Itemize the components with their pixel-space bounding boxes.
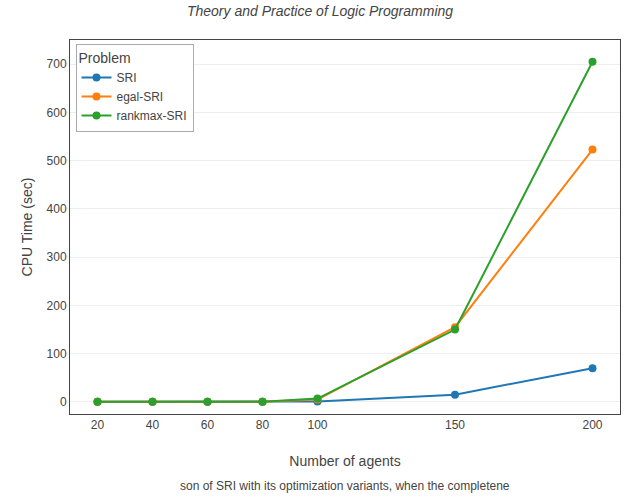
svg-text:40: 40	[146, 418, 160, 432]
svg-text:0: 0	[60, 395, 67, 409]
svg-text:rankmax-SRI: rankmax-SRI	[117, 109, 187, 123]
svg-text:600: 600	[47, 106, 67, 120]
svg-text:20: 20	[91, 418, 105, 432]
svg-text:700: 700	[47, 57, 67, 71]
svg-text:Problem: Problem	[79, 50, 131, 66]
svg-text:500: 500	[47, 154, 67, 168]
svg-text:200: 200	[582, 418, 602, 432]
svg-text:Theory and Practice of Logic P: Theory and Practice of Logic Programming	[187, 3, 453, 19]
svg-text:egal-SRI: egal-SRI	[117, 90, 164, 104]
svg-text:Number of agents: Number of agents	[289, 453, 400, 469]
svg-text:SRI: SRI	[117, 71, 137, 85]
svg-text:100: 100	[307, 418, 327, 432]
svg-text:400: 400	[47, 202, 67, 216]
svg-text:son of SRI with its optimizati: son of SRI with its optimization variant…	[180, 479, 510, 493]
svg-text:200: 200	[47, 299, 67, 313]
svg-text:60: 60	[201, 418, 215, 432]
svg-text:80: 80	[256, 418, 270, 432]
svg-text:CPU Time (sec): CPU Time (sec)	[19, 178, 35, 277]
svg-text:300: 300	[47, 250, 67, 264]
svg-text:150: 150	[445, 418, 465, 432]
svg-text:100: 100	[47, 347, 67, 361]
